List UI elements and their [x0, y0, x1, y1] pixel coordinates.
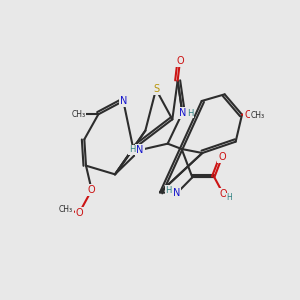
- Text: O: O: [220, 189, 227, 199]
- Text: H: H: [129, 146, 135, 154]
- Text: O: O: [218, 152, 226, 162]
- Text: CH₃: CH₃: [71, 110, 85, 119]
- Text: O: O: [88, 185, 95, 195]
- Text: N: N: [120, 96, 127, 106]
- Text: CH₃: CH₃: [251, 110, 265, 119]
- Text: H: H: [187, 109, 194, 118]
- Text: O: O: [76, 208, 83, 218]
- Text: N: N: [178, 108, 186, 118]
- Text: N: N: [173, 188, 180, 198]
- Text: CH₃: CH₃: [59, 206, 73, 214]
- Text: O: O: [176, 56, 184, 66]
- Text: O: O: [244, 110, 252, 120]
- Text: N: N: [136, 145, 144, 155]
- Text: H: H: [166, 186, 172, 195]
- Text: H: H: [226, 194, 232, 202]
- Text: S: S: [153, 84, 159, 94]
